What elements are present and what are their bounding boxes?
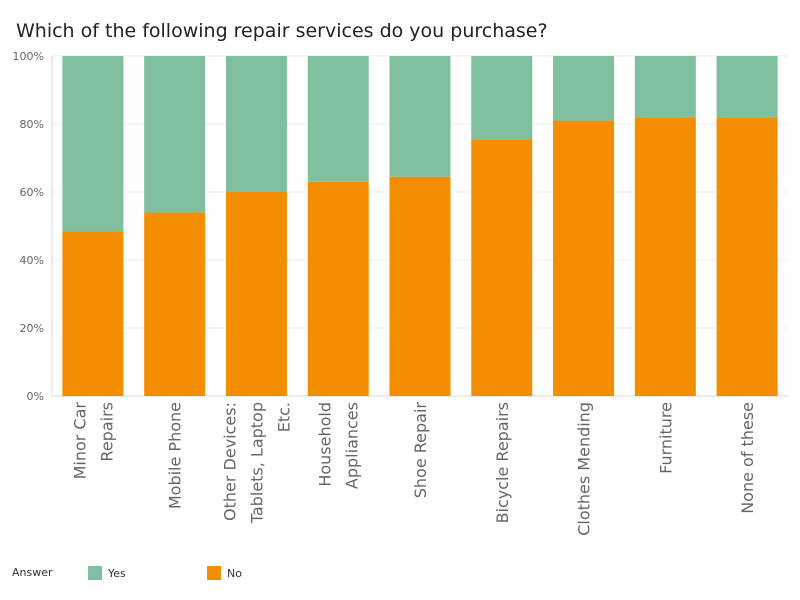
stacked-bar-chart: 0% 20% 40% 60% 80% 100% Minor Car Repairs Mobile… [13, 50, 788, 536]
x-tick-label-line: Household [316, 402, 335, 487]
x-tick-label-line: Tablets, Laptop [247, 402, 266, 524]
y-tick-label: 40% [20, 254, 44, 267]
bar-no[interactable] [716, 117, 778, 396]
x-tick-label: Clothes Mending [575, 402, 594, 536]
chart-title: Which of the following repair services d… [16, 20, 548, 42]
x-tick-label-line: Clothes Mending [575, 402, 594, 536]
x-tick-label-line: Other Devices: [220, 402, 239, 521]
bar-no[interactable] [307, 181, 369, 396]
legend-swatch-no [207, 566, 221, 580]
bar-yes[interactable] [716, 56, 778, 118]
x-tick-label-line: Etc. [274, 402, 293, 432]
x-tick-label: None of these [738, 402, 757, 514]
bar-yes[interactable] [553, 56, 615, 121]
legend-swatch-yes [88, 566, 102, 580]
bar-yes[interactable] [62, 56, 124, 232]
x-tick-label-line: Mobile Phone [166, 402, 185, 509]
y-tick-label: 100% [13, 50, 44, 63]
bar-no[interactable] [634, 117, 696, 396]
x-tick-label: Household Appliances [316, 402, 362, 489]
bar-no[interactable] [144, 212, 206, 396]
bar-yes[interactable] [307, 56, 369, 182]
legend-item-no[interactable]: No [207, 566, 242, 580]
bar-no[interactable] [62, 231, 124, 396]
y-tick-label: 20% [20, 322, 44, 335]
bar-yes[interactable] [389, 56, 451, 177]
x-tick-label: Mobile Phone [166, 402, 185, 509]
bar-yes[interactable] [225, 56, 287, 192]
bar-yes[interactable] [144, 56, 206, 213]
x-tick-label-line: Shoe Repair [411, 402, 430, 499]
bar-no[interactable] [471, 139, 533, 397]
legend-title: Answer [12, 566, 53, 579]
x-tick-label: Furniture [656, 402, 675, 474]
y-tick-label: 80% [20, 118, 44, 131]
x-tick-label: Shoe Repair [411, 402, 430, 499]
x-tick-label-line: Minor Car [70, 402, 89, 480]
y-tick-label: 60% [20, 186, 44, 199]
x-tick-label-line: Furniture [656, 402, 675, 474]
x-tick-label-line: Bicycle Repairs [493, 402, 512, 523]
legend-label-yes: Yes [108, 566, 126, 580]
bar-no[interactable] [553, 120, 615, 396]
x-tick-label: Minor Car Repairs [70, 402, 116, 480]
x-tick-label: Other Devices: Tablets, Laptop Etc. [220, 402, 293, 524]
x-tick-label-line: Appliances [343, 402, 362, 489]
bar-yes[interactable] [471, 56, 533, 140]
bar-no[interactable] [225, 192, 287, 396]
bar-no[interactable] [389, 176, 451, 396]
bar-yes[interactable] [634, 56, 696, 118]
x-tick-label: Bicycle Repairs [493, 402, 512, 523]
legend-label-no: No [227, 566, 242, 580]
x-tick-label-line: Repairs [97, 402, 116, 462]
x-tick-label-line: None of these [738, 402, 757, 514]
y-tick-label: 0% [27, 390, 44, 403]
legend-item-yes[interactable]: Yes [88, 566, 126, 580]
